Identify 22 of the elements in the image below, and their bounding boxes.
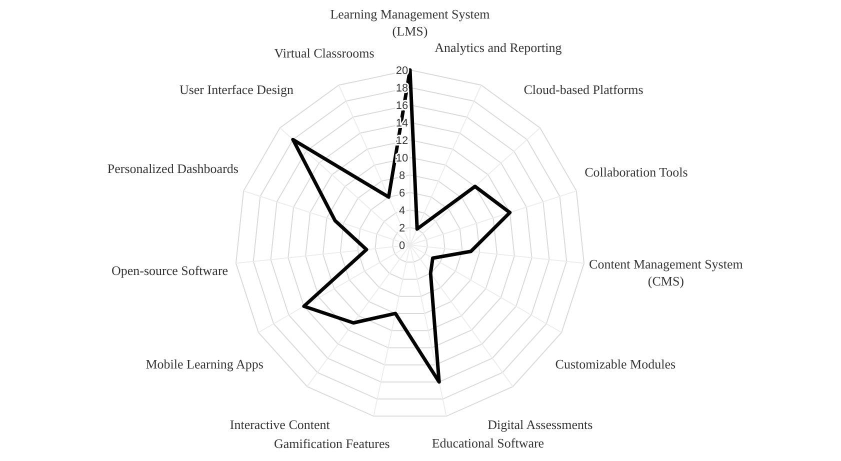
spoke-label: Customizable Modules [555,356,676,372]
spoke-label: Interactive Content [230,417,330,432]
y-tick-label: 2 [398,222,406,234]
y-tick-label: 8 [398,170,406,182]
spoke-label: Analytics and Reporting [434,40,562,55]
spoke-label: Cloud-based Platforms [524,82,644,97]
spoke-label: Virtual Classrooms [274,45,374,60]
spoke-label: Personalized Dashboards [107,160,238,176]
spoke-label: Open-source Software [111,263,228,278]
y-tick-label: 6 [398,188,406,200]
y-tick-label: 10 [396,152,408,164]
y-tick-label: 4 [398,205,406,217]
spoke-label: Educational Software [432,435,544,450]
y-tick-label: 0 [398,240,406,252]
spoke-label: Collaboration Tools [584,164,688,180]
spoke-label: User Interface Design [179,82,294,97]
y-tick-label: 20 [396,65,408,77]
spoke-label: Gamification Features [274,436,390,451]
spoke-label: Learning Management System (LMS) [330,6,490,38]
spoke-label: Content Management System (CMS) [589,256,743,288]
spoke-label: Digital Assessments [488,417,593,432]
spoke-label: Mobile Learning Apps [146,356,264,372]
